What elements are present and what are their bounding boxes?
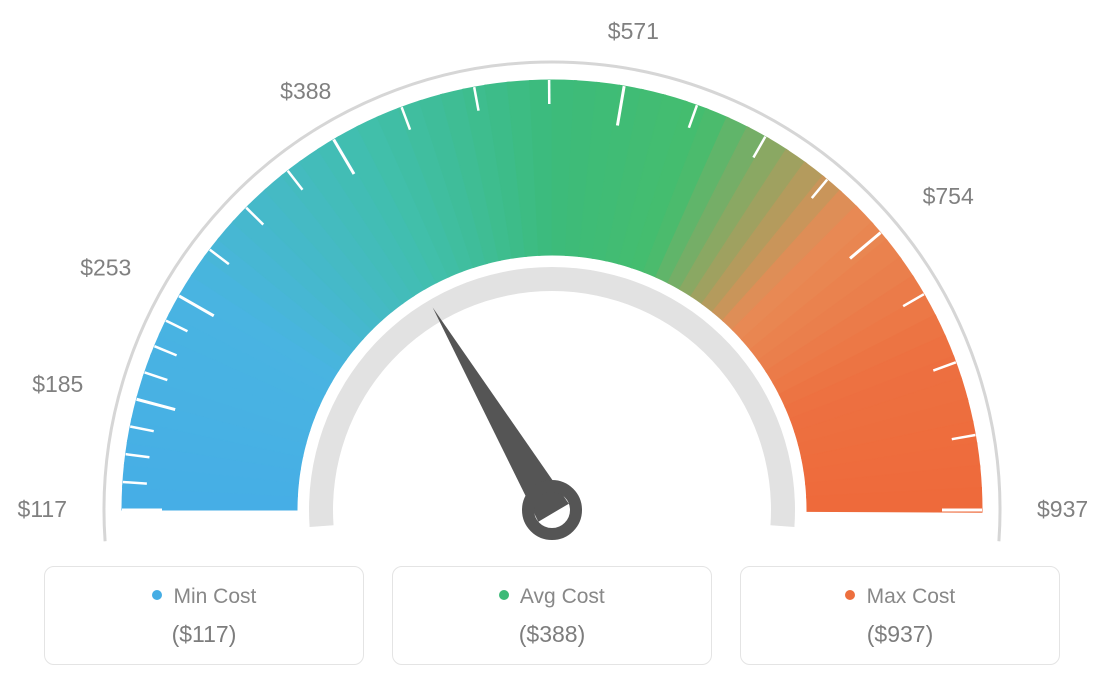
legend-title-max: Max Cost [751, 585, 1049, 609]
dot-avg [499, 590, 509, 600]
svg-text:$117: $117 [18, 496, 67, 522]
svg-text:$754: $754 [923, 183, 974, 209]
svg-text:$185: $185 [32, 371, 83, 397]
legend-title-min: Min Cost [55, 585, 353, 609]
legend-value-max: ($937) [751, 621, 1049, 648]
legend-card-avg: Avg Cost ($388) [392, 566, 712, 665]
gauge-svg: $117 $185 $253 $388 $571 $754 $937 [0, 0, 1104, 560]
dot-max [845, 590, 855, 600]
legend-value-min: ($117) [55, 621, 353, 648]
svg-text:$253: $253 [80, 255, 131, 281]
legend-label-max: Max Cost [867, 585, 956, 608]
legend-row: Min Cost ($117) Avg Cost ($388) Max Cost… [0, 566, 1104, 665]
svg-text:$937: $937 [1037, 496, 1088, 522]
legend-value-avg: ($388) [403, 621, 701, 648]
legend-card-min: Min Cost ($117) [44, 566, 364, 665]
dot-min [152, 590, 162, 600]
legend-label-avg: Avg Cost [520, 585, 605, 608]
svg-text:$571: $571 [608, 18, 659, 44]
legend-title-avg: Avg Cost [403, 585, 701, 609]
gauge-chart: $117 $185 $253 $388 $571 $754 $937 [0, 0, 1104, 560]
legend-label-min: Min Cost [173, 585, 256, 608]
legend-card-max: Max Cost ($937) [740, 566, 1060, 665]
svg-text:$388: $388 [280, 78, 331, 104]
